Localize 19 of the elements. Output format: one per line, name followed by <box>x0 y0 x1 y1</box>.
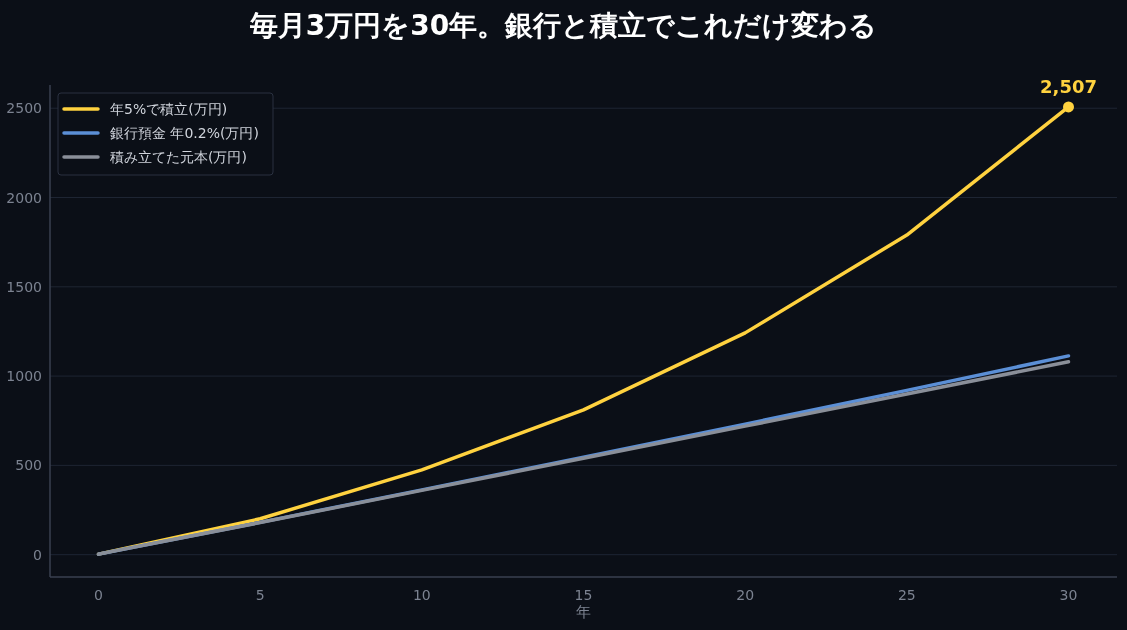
x-tick-label: 10 <box>412 587 431 603</box>
annotation: 2,507 <box>1040 75 1097 97</box>
y-tick-label: 0 <box>33 546 42 563</box>
y-tick-label: 1500 <box>6 278 42 295</box>
y-tick-label: 2500 <box>6 100 42 117</box>
x-tick-label: 20 <box>736 587 755 603</box>
legend-label: 年5%で積立(万円) <box>110 101 228 117</box>
x-tick-label: 15 <box>574 587 593 603</box>
x-tick-label: 0 <box>94 587 103 603</box>
x-tick-label: 5 <box>255 587 265 603</box>
legend-label: 積み立てた元本(万円) <box>110 149 247 165</box>
y-tick-label: 1000 <box>6 368 42 385</box>
chart-title: 毎月3万円を30年。銀行と積立でこれだけ変わる <box>248 9 878 42</box>
y-tick-label: 2000 <box>6 189 42 206</box>
x-tick-label: 30 <box>1059 587 1078 603</box>
x-axis-title: 年 <box>576 603 591 621</box>
legend-label: 銀行預金 年0.2%(万円) <box>110 125 259 141</box>
x-tick-label: 25 <box>897 587 916 603</box>
y-tick-label: 500 <box>15 457 42 474</box>
